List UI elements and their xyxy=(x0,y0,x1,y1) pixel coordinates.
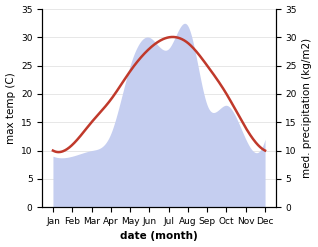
X-axis label: date (month): date (month) xyxy=(120,231,198,242)
Y-axis label: med. precipitation (kg/m2): med. precipitation (kg/m2) xyxy=(302,38,313,178)
Y-axis label: max temp (C): max temp (C) xyxy=(5,72,16,144)
